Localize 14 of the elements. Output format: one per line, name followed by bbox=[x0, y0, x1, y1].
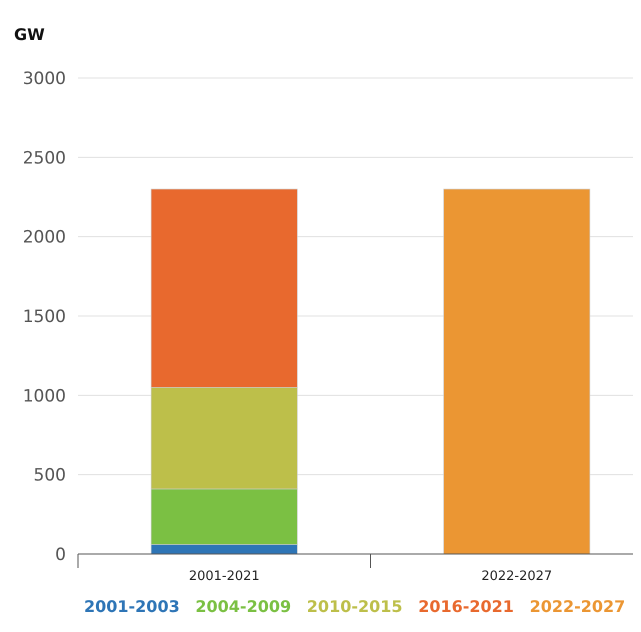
y-tick-label: 500 bbox=[34, 466, 66, 486]
x-tick-label: 2001-2021 bbox=[188, 569, 260, 584]
y-tick-label: 1000 bbox=[22, 386, 66, 406]
text: 2010-2015 bbox=[306, 597, 403, 616]
y-tick-label: 2000 bbox=[22, 228, 66, 248]
y-axis-title: GW bbox=[14, 25, 46, 44]
y-tick-label: 0 bbox=[55, 544, 66, 565]
text: 2001-2003 bbox=[84, 597, 180, 616]
text: 2016-2021 bbox=[418, 597, 514, 616]
text: 2004-2009 bbox=[195, 597, 292, 616]
y-tick-label: 1500 bbox=[22, 306, 66, 327]
y-tick-label: 2500 bbox=[22, 148, 66, 168]
y-tick-label: 3000 bbox=[22, 68, 66, 89]
text: 2022-2027 bbox=[530, 597, 626, 616]
